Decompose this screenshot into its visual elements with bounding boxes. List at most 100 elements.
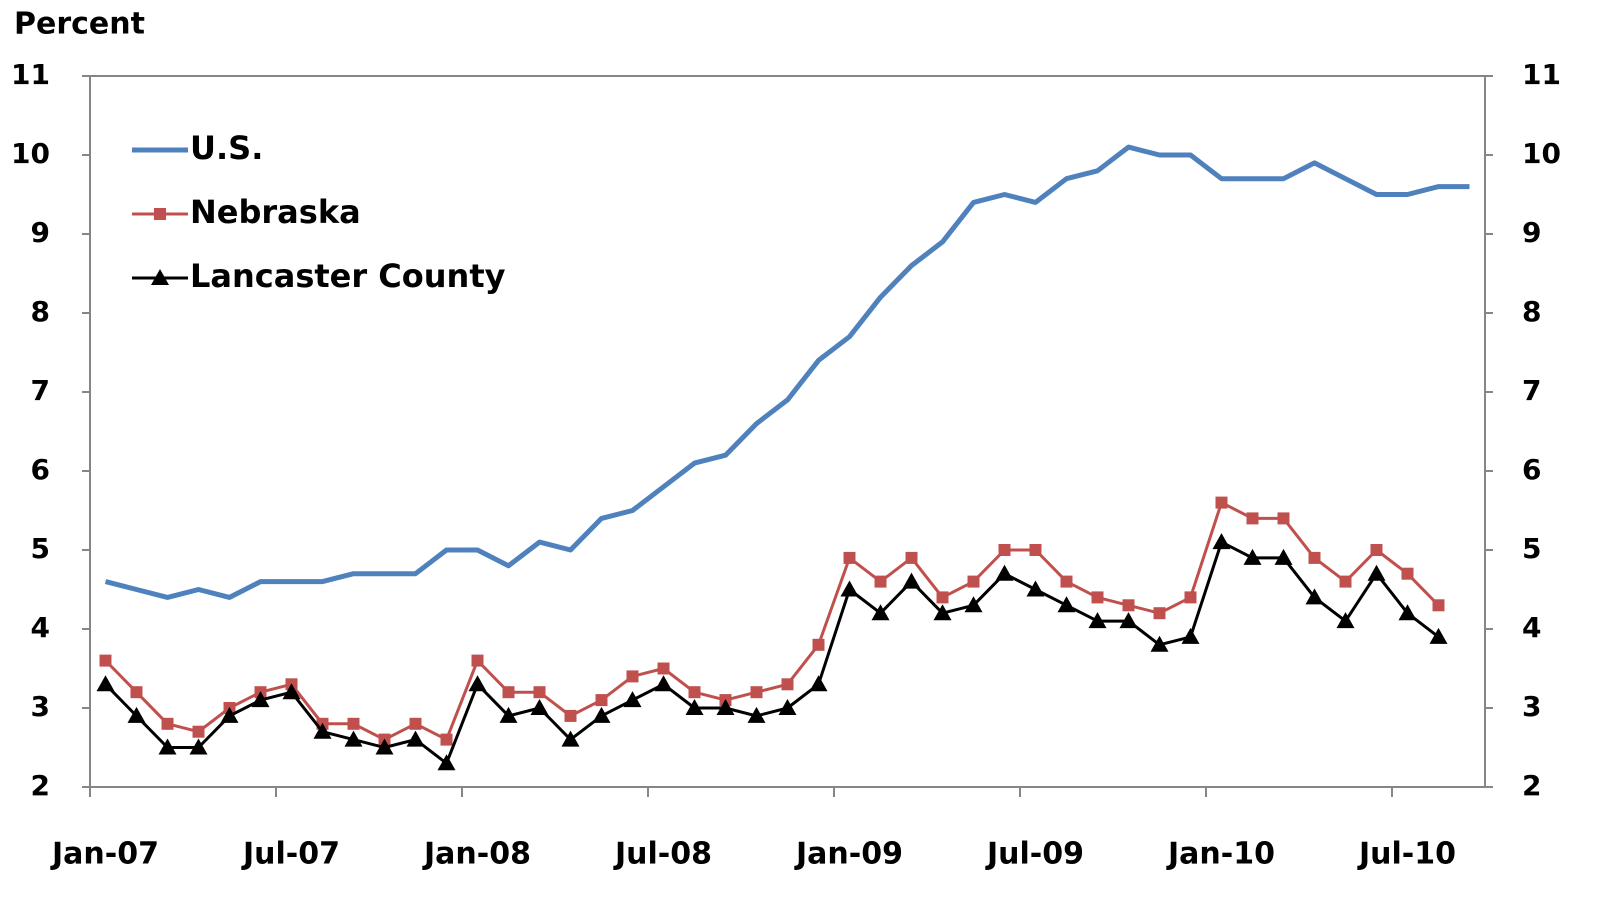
- marker: [1029, 544, 1042, 556]
- marker: [1181, 627, 1200, 644]
- marker: [964, 596, 983, 613]
- marker: [1057, 596, 1076, 613]
- y2-tick-label: 4: [1522, 611, 1541, 644]
- y-tick-label: 6: [31, 453, 50, 486]
- marker: [1370, 544, 1383, 556]
- marker: [933, 604, 952, 621]
- marker: [592, 706, 611, 723]
- y-tick-label: 3: [31, 690, 50, 723]
- marker: [406, 730, 425, 747]
- marker: [902, 572, 921, 589]
- marker: [1215, 496, 1228, 509]
- marker: [1367, 564, 1386, 581]
- marker: [716, 699, 735, 715]
- marker: [685, 699, 704, 715]
- y2-tick-label: 3: [1522, 690, 1541, 723]
- x-tick-label: Jul-09: [985, 837, 1084, 872]
- marker: [1243, 548, 1262, 565]
- marker: [347, 717, 360, 730]
- marker: [781, 678, 794, 691]
- y-tick-label: 11: [11, 58, 50, 91]
- marker: [1122, 599, 1135, 612]
- marker: [561, 730, 580, 747]
- marker: [1026, 580, 1045, 597]
- marker: [1398, 604, 1417, 621]
- marker: [778, 699, 797, 715]
- marker: [533, 686, 546, 699]
- marker: [1153, 607, 1166, 620]
- x-tick-label: Jan-09: [794, 837, 903, 872]
- y2-tick-label: 9: [1522, 216, 1541, 249]
- marker: [127, 706, 146, 723]
- marker: [1339, 575, 1352, 588]
- marker: [747, 706, 766, 723]
- plot-area: [89, 75, 1486, 788]
- marker: [936, 591, 949, 604]
- y-tick-label: 7: [31, 374, 50, 407]
- marker: [626, 670, 639, 683]
- marker: [874, 575, 887, 588]
- marker: [905, 551, 918, 564]
- marker: [871, 604, 890, 621]
- marker: [1119, 612, 1138, 629]
- series-line: [104, 501, 1440, 742]
- marker: [1184, 591, 1197, 604]
- marker: [151, 269, 169, 285]
- legend-label: Lancaster County: [190, 257, 506, 295]
- marker: [251, 691, 270, 708]
- marker: [468, 675, 487, 692]
- marker: [99, 654, 112, 667]
- marker: [750, 686, 763, 699]
- marker: [1308, 551, 1321, 564]
- marker: [440, 733, 453, 746]
- marker: [437, 754, 456, 771]
- legend-label: Nebraska: [190, 193, 361, 231]
- legend-label: U.S.: [190, 129, 263, 167]
- y-axis-label: Percent: [14, 7, 145, 42]
- marker: [282, 683, 301, 700]
- marker: [967, 575, 980, 588]
- marker: [96, 675, 115, 692]
- y2-tick-label: 11: [1522, 58, 1561, 91]
- marker: [499, 706, 518, 723]
- y2-tick-label: 8: [1522, 295, 1541, 328]
- x-tick-label: Jan-08: [422, 837, 531, 872]
- x-tick-label: Jan-10: [1166, 837, 1275, 872]
- marker: [1305, 588, 1324, 605]
- marker: [344, 730, 363, 747]
- marker: [502, 686, 515, 699]
- marker: [1088, 612, 1107, 629]
- marker: [688, 686, 701, 699]
- marker: [809, 675, 828, 692]
- marker: [1336, 612, 1355, 629]
- marker: [623, 691, 642, 708]
- y-tick-label: 8: [31, 295, 50, 328]
- marker: [657, 662, 670, 675]
- marker: [843, 551, 856, 564]
- marker: [1432, 599, 1445, 612]
- series-line: [104, 540, 1440, 765]
- marker: [409, 717, 422, 730]
- marker: [220, 706, 239, 723]
- x-tick-label: Jul-10: [1357, 837, 1456, 872]
- marker: [154, 208, 166, 220]
- marker: [1212, 533, 1231, 550]
- y2-tick-label: 2: [1522, 769, 1541, 802]
- marker: [313, 722, 332, 739]
- marker: [995, 564, 1014, 581]
- y2-tick-label: 7: [1522, 374, 1541, 407]
- marker: [1277, 512, 1290, 525]
- y2-tick-label: 10: [1522, 137, 1561, 170]
- y-tick-label: 10: [11, 137, 50, 170]
- x-tick-label: Jan-07: [50, 837, 159, 872]
- marker: [1401, 567, 1414, 580]
- marker: [840, 580, 859, 597]
- y-tick-label: 4: [31, 611, 50, 644]
- x-tick-label: Jul-07: [241, 837, 340, 872]
- marker: [654, 675, 673, 692]
- marker: [998, 544, 1011, 556]
- x-tick-label: Jul-08: [613, 837, 712, 872]
- marker: [564, 709, 577, 722]
- marker: [130, 686, 143, 699]
